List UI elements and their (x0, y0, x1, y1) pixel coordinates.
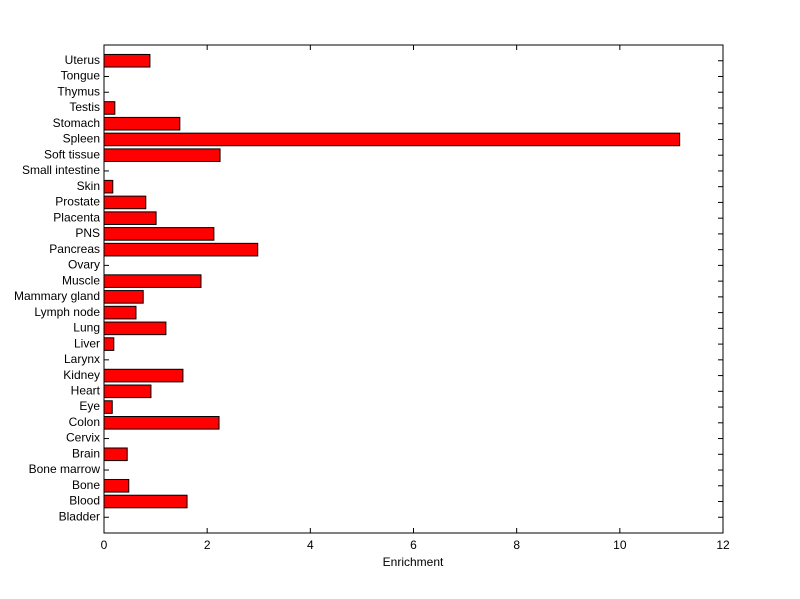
x-tick-label: 8 (513, 538, 520, 552)
y-tick-label: Cervix (66, 431, 100, 445)
y-tick-label: Bone (72, 478, 100, 492)
x-tick-label: 0 (101, 538, 108, 552)
y-tick-label: Lung (73, 321, 100, 335)
y-tick-label: Eye (79, 399, 100, 413)
bar (103, 305, 137, 320)
bar (103, 290, 144, 304)
y-tick-label: Testis (69, 100, 100, 114)
y-tick-label: Tongue (61, 69, 101, 83)
bar (103, 384, 152, 399)
bar (103, 274, 202, 288)
y-tick-label: Skin (77, 179, 100, 193)
y-tick-label: Ovary (68, 258, 100, 272)
y-tick-label: Bone marrow (29, 462, 101, 476)
y-tick-label: Uterus (65, 53, 100, 67)
x-tick-label: 12 (716, 538, 730, 552)
bar (103, 195, 147, 210)
bar (103, 148, 221, 162)
y-tick-label: Mammary gland (14, 289, 100, 303)
y-tick-label: Brain (72, 446, 100, 460)
bar (103, 494, 188, 509)
x-tick-label: 4 (307, 538, 314, 552)
y-tick-label: Soft tissue (44, 147, 100, 161)
y-tick-label: Stomach (53, 116, 100, 130)
y-tick-label: Placenta (53, 210, 100, 224)
bar (103, 478, 130, 493)
x-tick-label: 6 (410, 538, 417, 552)
bar (103, 368, 184, 383)
y-tick-label: Spleen (63, 132, 100, 146)
y-tick-label: Pancreas (49, 242, 100, 256)
y-tick-label: Heart (71, 383, 101, 397)
y-tick-label: Lymph node (34, 305, 100, 319)
x-tick-label: 2 (204, 538, 211, 552)
y-tick-label: Small intestine (22, 163, 100, 177)
bar (103, 321, 167, 336)
bar (103, 132, 681, 147)
y-tick-label: Muscle (62, 273, 100, 287)
bar (103, 337, 115, 351)
y-tick-label: Bladder (59, 509, 100, 523)
bar (103, 416, 220, 430)
y-tick-label: Blood (69, 494, 100, 508)
y-tick-label: Kidney (63, 368, 100, 382)
bar (103, 400, 113, 414)
bar (103, 227, 215, 241)
bar (103, 101, 116, 115)
y-tick-label: Larynx (64, 352, 100, 366)
y-tick-label: Colon (69, 415, 100, 429)
plot-frame (103, 44, 724, 534)
bar (103, 211, 157, 225)
y-tick-label: Liver (74, 336, 100, 350)
bar (103, 242, 259, 257)
x-axis-label: Enrichment (383, 555, 444, 569)
bar (103, 179, 114, 194)
x-tick-label: 10 (613, 538, 627, 552)
bar (103, 116, 181, 131)
y-tick-label: Thymus (57, 84, 100, 98)
y-tick-label: PNS (75, 226, 100, 240)
bar (103, 53, 151, 68)
y-tick-label: Prostate (55, 195, 100, 209)
bar (103, 447, 128, 462)
